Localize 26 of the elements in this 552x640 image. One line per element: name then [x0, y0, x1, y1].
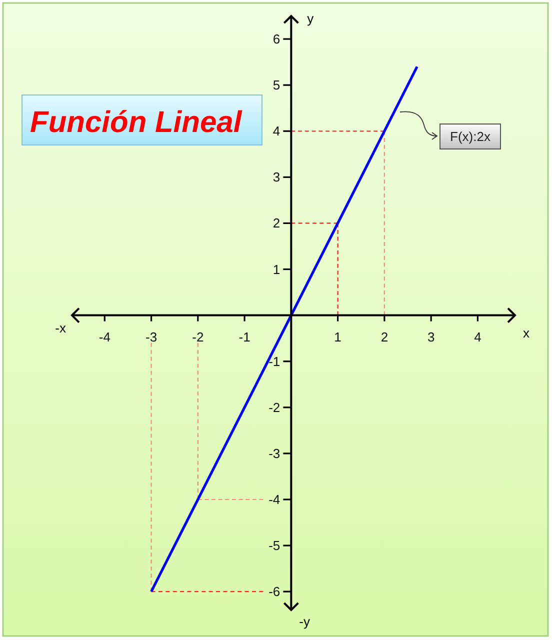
text: -x	[55, 320, 66, 336]
y-tick-label: 6	[272, 32, 280, 47]
y-tick-label: 3	[272, 170, 280, 185]
y-tick-label: -6	[268, 584, 280, 600]
y-tick-label: 5	[272, 78, 280, 93]
y-axis-title: y	[307, 11, 314, 26]
x-tick-label: -2	[192, 329, 204, 344]
y-tick-label: -4	[268, 492, 280, 507]
y-tick-label: -1	[268, 354, 280, 369]
x-tick-label: -3	[145, 329, 158, 344]
y-tick-label: -3	[268, 446, 280, 461]
y-tick-label: 1	[272, 262, 280, 277]
y-tick-label: 4	[272, 124, 280, 139]
x-tick-label: -4	[98, 329, 110, 344]
x-tick-label: 3	[427, 329, 435, 344]
x-tick-label: -1	[238, 329, 250, 344]
annotation: F(x):2x	[450, 129, 491, 144]
text: -y	[299, 614, 310, 629]
y-tick-label: -2	[268, 400, 280, 415]
x-tick-label: 4	[474, 329, 482, 344]
x-axis-title: x	[523, 325, 530, 340]
x-tick-label: 2	[380, 329, 388, 344]
y-tick-label: 2	[272, 216, 280, 231]
text: Función Lineal	[30, 106, 242, 139]
x-tick-label: 1	[334, 329, 342, 344]
y-tick-label: -5	[268, 538, 280, 554]
